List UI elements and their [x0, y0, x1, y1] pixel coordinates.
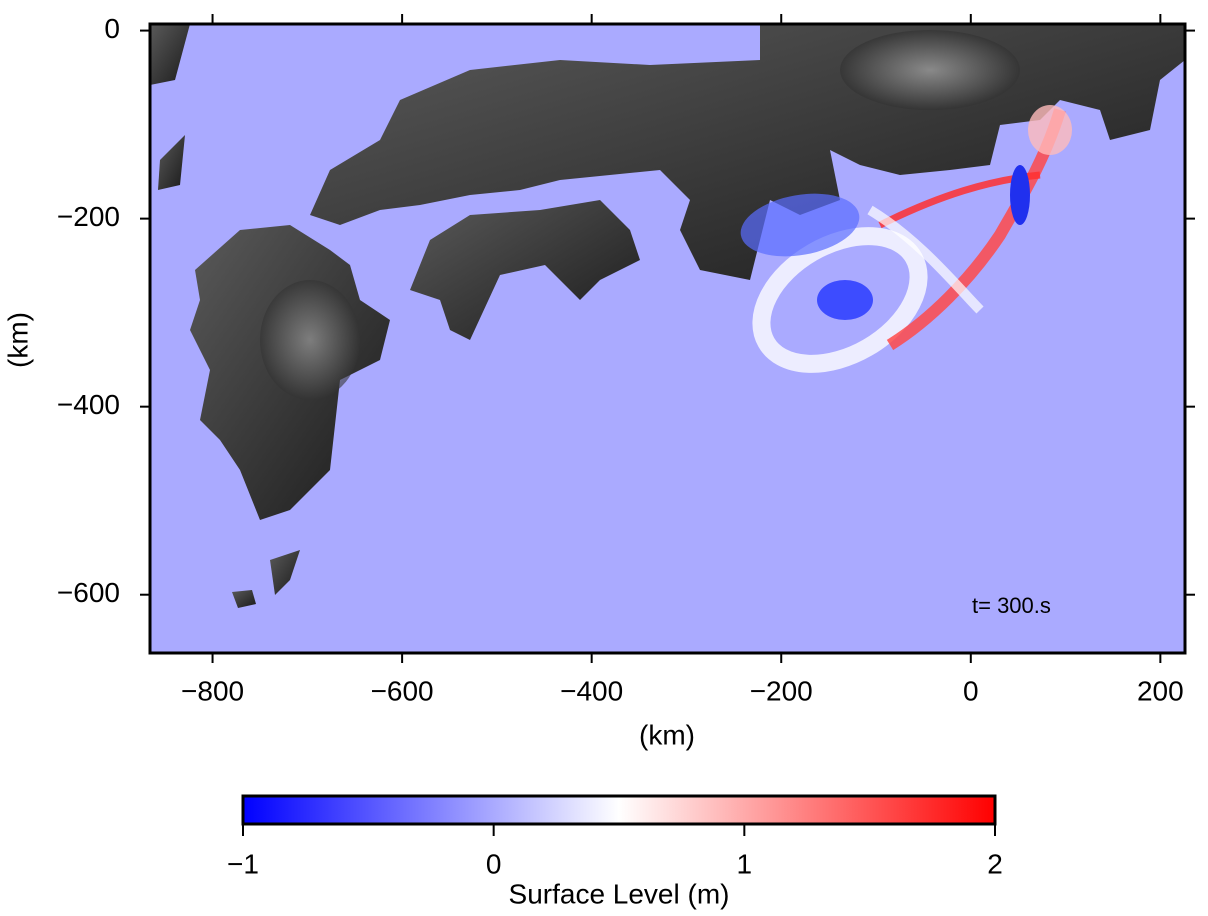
highland [260, 280, 360, 400]
x-tick-label: −200 [750, 675, 813, 706]
y-axis-label: (km) [2, 312, 33, 368]
colorbar-tick-label: 2 [987, 848, 1003, 879]
x-tick-label: 0 [963, 675, 979, 706]
y-tick-label: −600 [57, 577, 120, 608]
x-axis-label: (km) [639, 719, 695, 750]
colorbar-tick-label: 0 [486, 848, 502, 879]
wave-field [740, 105, 1072, 373]
map-image [150, 24, 1185, 653]
x-tick-label: −400 [560, 675, 623, 706]
colorbar-label: Surface Level (m) [509, 878, 730, 909]
colorbar [241, 794, 997, 826]
y-tick-label: −400 [57, 389, 120, 420]
time-annotation: t= 300.s [972, 593, 1051, 618]
x-tick-label: 200 [1137, 675, 1184, 706]
y-tick-label: 0 [104, 13, 120, 44]
colorbar-tick-label: −1 [227, 848, 259, 879]
plot-frame [148, 22, 1187, 655]
y-tick-label: −200 [57, 201, 120, 232]
x-tick-label: −600 [371, 675, 434, 706]
highland [840, 30, 1020, 110]
x-tick-label: −800 [181, 675, 244, 706]
colorbar-tick-label: 1 [737, 848, 753, 879]
